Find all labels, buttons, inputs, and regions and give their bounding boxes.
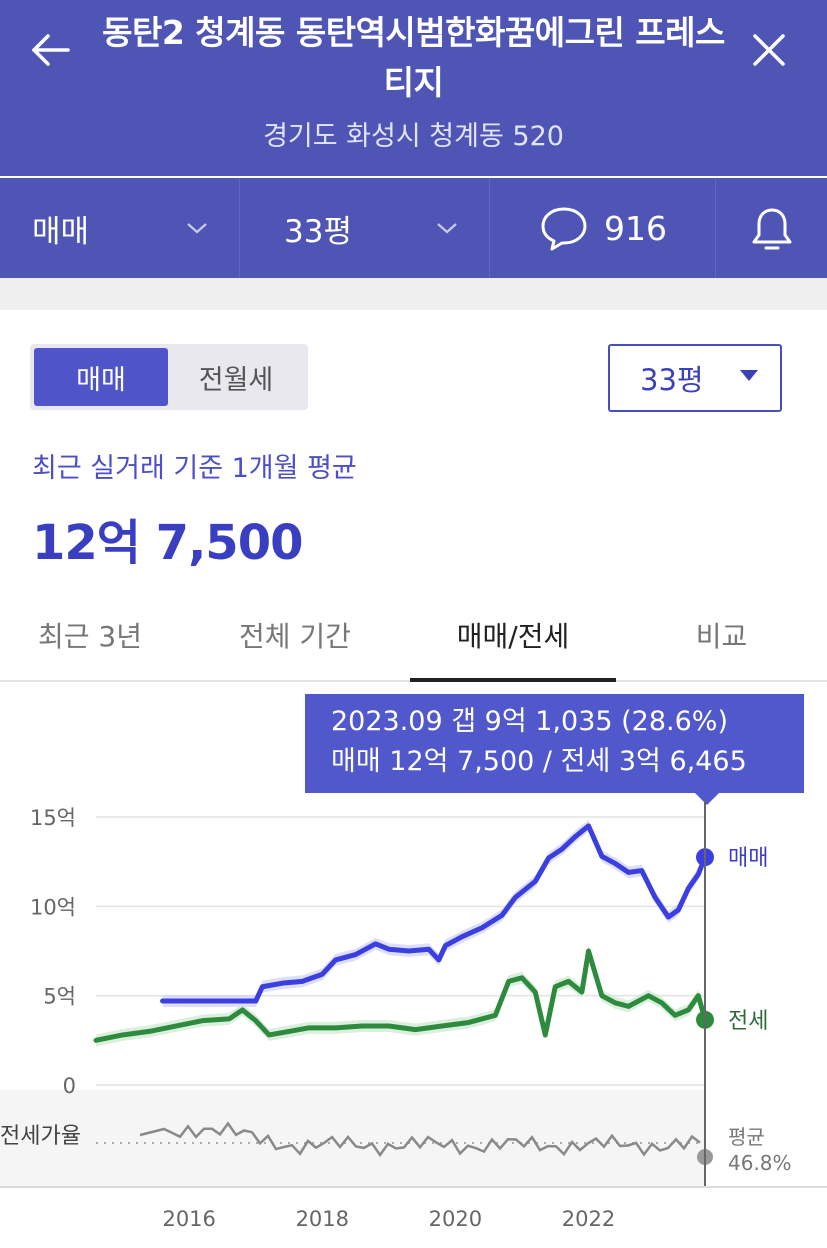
caret-down-icon xyxy=(740,370,758,381)
segment-sale[interactable]: 매매 xyxy=(34,348,168,406)
tab-recent-3y[interactable]: 최근 3년 xyxy=(38,620,142,653)
chart-tooltip: 2023.09 갭 9억 1,035 (28.6%) 매매 12억 7,500 … xyxy=(305,694,804,805)
address-text: 경기도 화성시 청계동 520 xyxy=(263,121,564,152)
y-tick-label: 10억 xyxy=(30,895,76,919)
bell-icon xyxy=(752,208,791,250)
x-tick-label: 2022 xyxy=(562,1207,615,1231)
back-button[interactable] xyxy=(22,22,78,78)
size-dropdown[interactable]: 33평 xyxy=(240,178,490,278)
chevron-down-icon xyxy=(187,223,207,234)
average-label: 최근 실거래 기준 1개월 평균 xyxy=(32,453,357,484)
size-label: 33평 xyxy=(284,213,352,250)
series-end-label: 매매 xyxy=(728,846,768,871)
app-header: 동탄2 청계동 동탄역시범한화꿈에그린 프레스티지 경기도 화성시 청계동 52… xyxy=(0,0,827,176)
x-tick-label: 2020 xyxy=(429,1207,482,1231)
tab-compare[interactable]: 비교 xyxy=(695,620,748,653)
y-tick-label: 15억 xyxy=(30,806,76,830)
ratio-average-value: 46.8% xyxy=(728,1151,792,1175)
tooltip-line-prices: 매매 12억 7,500 / 전세 3억 6,465 xyxy=(331,746,747,777)
ratio-label: 전세가율 xyxy=(0,1124,81,1149)
ratio-average-label: 평균 xyxy=(728,1125,765,1149)
close-button[interactable] xyxy=(741,22,797,78)
series-end-label: 전세 xyxy=(728,1009,768,1034)
period-tabs: 최근 3년 전체 기간 매매/전세 비교 xyxy=(0,590,827,682)
x-tick-label: 2018 xyxy=(296,1207,349,1231)
page-title: 동탄2 청계동 동탄역시범한화꿈에그린 프레스티지 xyxy=(102,13,725,102)
y-tick-label: 5억 xyxy=(43,985,76,1009)
series-range-band xyxy=(162,819,705,1008)
size-select-value: 33평 xyxy=(640,363,704,397)
close-icon xyxy=(753,34,785,66)
ratio-panel-background xyxy=(0,1090,705,1186)
ratio-line xyxy=(139,1121,701,1158)
trade-segment-control: 매매 전월세 xyxy=(30,344,308,410)
x-tick-label: 2016 xyxy=(162,1207,215,1231)
notification-button[interactable] xyxy=(716,178,827,278)
size-select[interactable]: 33평 xyxy=(608,344,782,412)
tooltip-line-gap: 2023.09 갭 9억 1,035 (28.6%) xyxy=(331,706,728,737)
segment-rent[interactable]: 전월세 xyxy=(198,364,274,396)
speech-bubble-icon xyxy=(541,207,587,251)
section-divider xyxy=(0,278,827,310)
y-tick-label: 0 xyxy=(63,1074,76,1098)
arrow-left-icon xyxy=(32,34,70,66)
tab-all-period[interactable]: 전체 기간 xyxy=(239,620,351,653)
filter-toolbar: 매매 33평 916 xyxy=(0,178,827,278)
series-line-jeonse xyxy=(93,948,708,1043)
comments-button[interactable]: 916 xyxy=(490,178,716,278)
chart-baseline xyxy=(0,1186,827,1188)
trade-type-label: 매매 xyxy=(32,213,90,250)
tab-sale-jeonse[interactable]: 매매/전세 xyxy=(410,590,616,682)
series-line-sale xyxy=(160,823,708,1004)
average-price: 12억 7,500 xyxy=(32,515,303,571)
comment-count: 916 xyxy=(604,208,667,248)
trade-type-dropdown[interactable]: 매매 xyxy=(0,178,240,278)
chevron-down-icon xyxy=(437,223,457,234)
tooltip-pointer xyxy=(695,793,719,805)
